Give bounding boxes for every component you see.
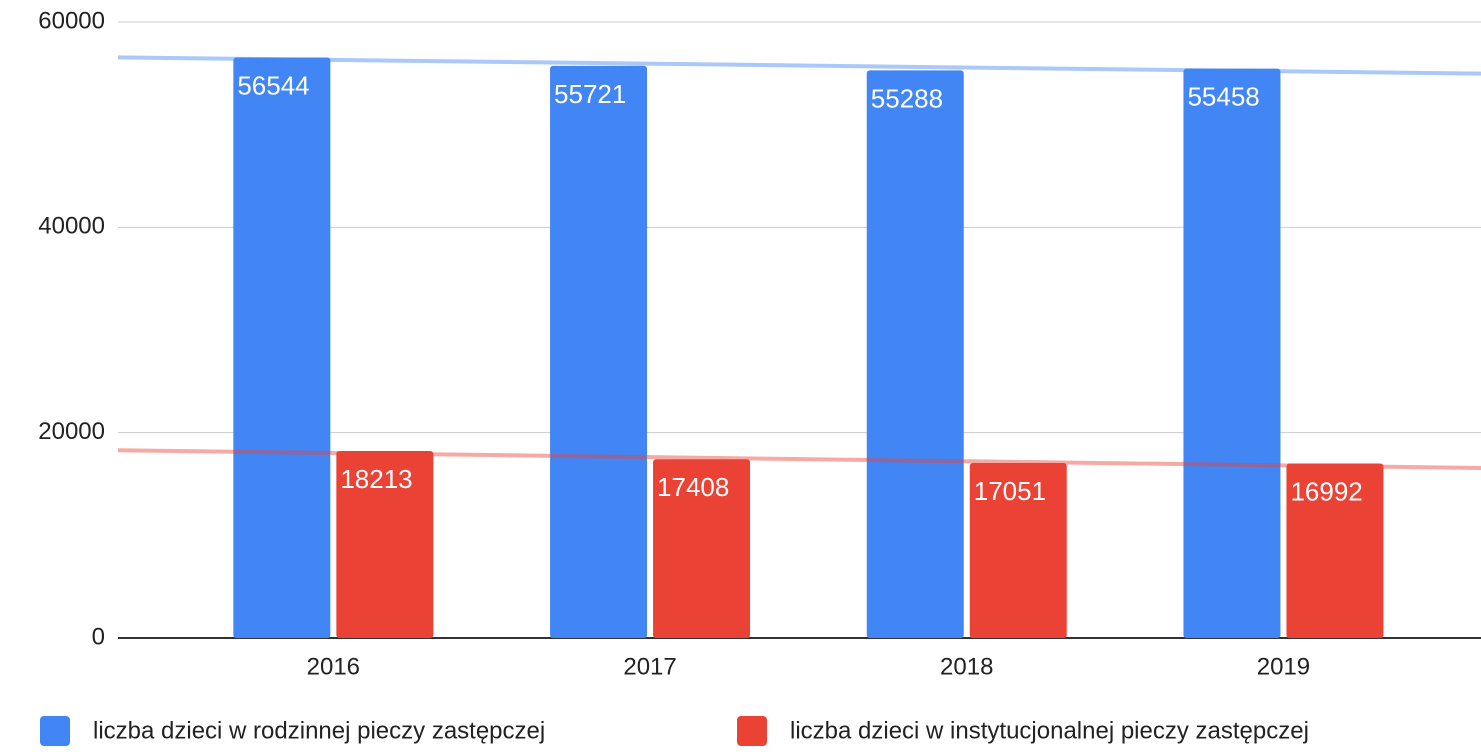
y-tick-label: 0 (92, 623, 105, 650)
y-tick-label: 20000 (38, 418, 105, 445)
y-tick-label: 40000 (38, 213, 105, 240)
x-tick-label: 2016 (307, 653, 360, 680)
legend-label: liczba dzieci w instytucjonalnej pieczy … (790, 717, 1309, 744)
legend-label: liczba dzieci w rodzinnej pieczy zastępc… (93, 717, 545, 744)
bar (969, 462, 1067, 638)
bar (233, 57, 331, 638)
bar (1183, 68, 1281, 638)
x-tick-label: 2019 (1257, 653, 1310, 680)
x-tick-label: 2017 (623, 653, 676, 680)
y-tick-label: 60000 (38, 7, 105, 34)
data-label: 18213 (340, 464, 412, 494)
data-label: 55288 (871, 83, 943, 113)
legend-swatch (40, 716, 70, 746)
data-label: 55721 (554, 79, 626, 109)
trendline (117, 448, 1481, 470)
bar (1286, 463, 1384, 638)
data-label: 55458 (1187, 82, 1259, 112)
data-label: 56544 (237, 70, 309, 100)
bar (866, 70, 964, 639)
bar (336, 451, 434, 638)
trendline (117, 55, 1481, 76)
bar (550, 65, 648, 638)
x-tick-label: 2018 (940, 653, 993, 680)
legend-swatch (737, 716, 767, 746)
bar (653, 459, 751, 638)
data-label: 17408 (657, 472, 729, 502)
data-label: 17051 (974, 476, 1046, 506)
data-label: 16992 (1290, 476, 1362, 506)
